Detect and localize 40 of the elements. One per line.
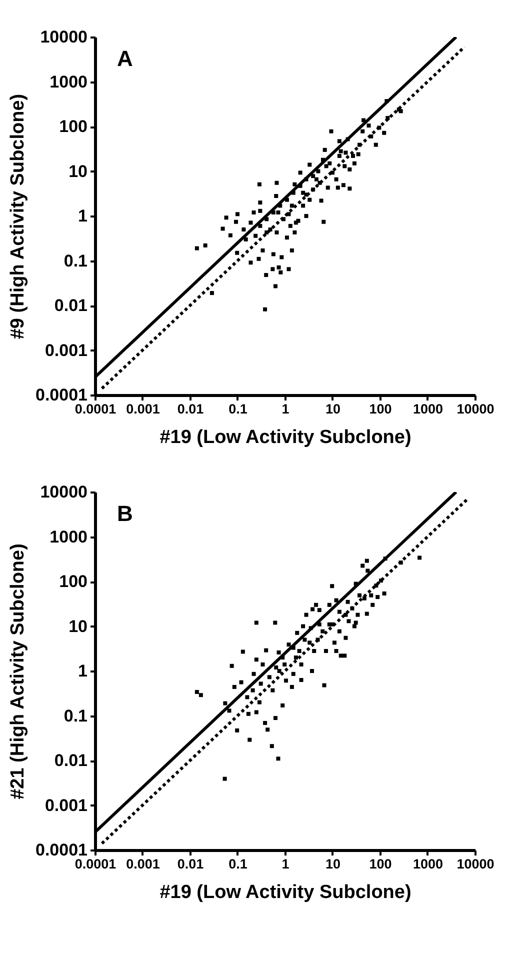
x-tick-label: 0.1 xyxy=(228,856,248,872)
x-tick-label: 1 xyxy=(282,856,290,872)
y-tick-label: 10 xyxy=(68,162,88,181)
y-tick-label: 10000 xyxy=(40,482,88,502)
x-tick-label: 10 xyxy=(325,856,341,872)
y-axis-title: #9 (High Activity Subclone) xyxy=(8,94,29,340)
x-tick-label: 1000 xyxy=(412,402,444,416)
x-tick-label: 1000 xyxy=(412,856,444,872)
y-tick-label: 0.001 xyxy=(44,796,88,815)
x-tick-label: 1 xyxy=(282,402,290,416)
x-tick-label: 0.01 xyxy=(177,402,204,416)
x-tick-label: 0.001 xyxy=(126,402,160,416)
x-tick-label: 100 xyxy=(369,856,392,872)
y-tick-label: 1 xyxy=(78,206,88,226)
y-tick-label: 1000 xyxy=(50,527,88,546)
y-tick-label: 100 xyxy=(59,572,88,591)
y-tick-label: 0.001 xyxy=(44,340,88,360)
y-tick-label: 10000 xyxy=(40,28,88,46)
y-tick-label: 0.01 xyxy=(54,751,88,770)
x-tick-label: 10000 xyxy=(456,856,494,872)
y-tick-label: 0.01 xyxy=(54,296,88,315)
y-tick-label: 100 xyxy=(59,117,88,136)
x-axis-title: #19 (Low Activity Subclone) xyxy=(160,882,412,903)
x-tick-label: 0.001 xyxy=(126,856,160,872)
y-tick-label: 0.0001 xyxy=(36,386,88,404)
x-tick-label: 10000 xyxy=(456,402,494,416)
annotation: B xyxy=(117,501,133,526)
y-tick-label: 1000 xyxy=(50,72,88,92)
x-tick-label: 100 xyxy=(369,402,392,416)
y-tick-label: 0.1 xyxy=(64,706,88,726)
x-axis-title: #19 (Low Activity Subclone) xyxy=(160,427,412,448)
y-tick-label: 1 xyxy=(78,662,88,680)
annotation: A xyxy=(117,46,133,71)
y-tick-label: 0.0001 xyxy=(36,840,88,860)
x-tick-label: 0.1 xyxy=(228,402,248,416)
y-tick-label: 10 xyxy=(68,616,88,636)
x-tick-label: 10 xyxy=(325,402,341,416)
y-tick-label: 0.1 xyxy=(64,251,88,270)
x-tick-label: 0.01 xyxy=(177,856,204,872)
y-axis-title: #21 (High Activity Subclone) xyxy=(8,544,29,800)
